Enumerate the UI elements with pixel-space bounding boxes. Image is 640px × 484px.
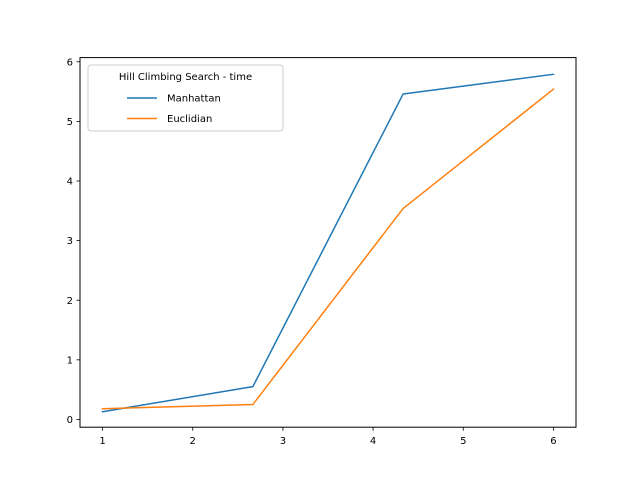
legend-title: Hill Climbing Search - time xyxy=(119,72,252,83)
legend-label-manhattan: Manhattan xyxy=(167,94,221,105)
legend-label-euclidian: Euclidian xyxy=(167,114,212,125)
x-tick-label-5: 5 xyxy=(460,436,466,447)
y-tick-label-0: 0 xyxy=(67,415,73,426)
x-tick-label-3: 3 xyxy=(280,436,286,447)
y-tick-label-5: 5 xyxy=(67,117,73,128)
y-tick-label-2: 2 xyxy=(67,296,73,307)
y-axis: 0 1 2 3 4 5 6 xyxy=(67,57,80,426)
x-tick-label-6: 6 xyxy=(550,436,556,447)
x-tick-label-1: 1 xyxy=(99,436,105,447)
x-tick-label-4: 4 xyxy=(370,436,376,447)
y-tick-label-6: 6 xyxy=(67,57,73,68)
y-tick-label-3: 3 xyxy=(67,236,73,247)
y-tick-label-1: 1 xyxy=(67,355,73,366)
y-tick-label-4: 4 xyxy=(67,177,73,188)
x-tick-label-2: 2 xyxy=(190,436,196,447)
legend: Hill Climbing Search - time Manhattan Euc… xyxy=(88,65,283,131)
series-line-euclidian xyxy=(103,89,554,409)
x-axis: 1 2 3 4 5 6 xyxy=(99,427,556,447)
